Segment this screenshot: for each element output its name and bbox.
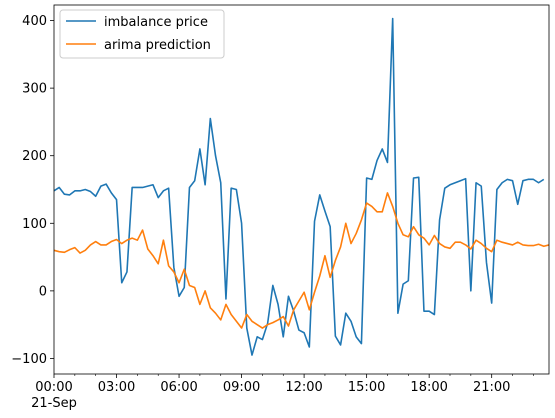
y-tick-label: 100	[22, 217, 47, 232]
series-layer	[53, 17, 550, 356]
legend-label-arima-prediction: arima prediction	[104, 38, 211, 53]
x-tick-label: 18:00	[410, 380, 447, 395]
x-tick-label: 09:00	[223, 380, 260, 395]
x-tick-label: 00:00	[35, 380, 72, 395]
x-tick-label: 06:00	[160, 380, 197, 395]
x-tick-label: 03:00	[98, 380, 135, 395]
legend-box	[59, 9, 225, 59]
y-axis: −100 0 100 200 300 400	[11, 14, 54, 367]
x-tick-label: 21:00	[473, 380, 510, 395]
y-tick-label: 200	[22, 149, 47, 164]
x-tick-label: 12:00	[285, 380, 322, 395]
legend-label-imbalance-price: imbalance price	[104, 15, 208, 30]
series-line-arima-prediction	[53, 192, 550, 329]
y-tick-label: 300	[22, 82, 47, 97]
x-tick-sublabel: 21-Sep	[31, 396, 77, 411]
y-tick-label: 0	[39, 284, 47, 299]
series-line-imbalance-price	[53, 17, 545, 356]
y-tick-label: −100	[11, 352, 47, 367]
x-tick-label: 15:00	[348, 380, 385, 395]
legend: imbalance price arima prediction	[59, 9, 225, 59]
y-tick-label: 400	[22, 14, 47, 29]
plot-frame	[53, 4, 550, 375]
